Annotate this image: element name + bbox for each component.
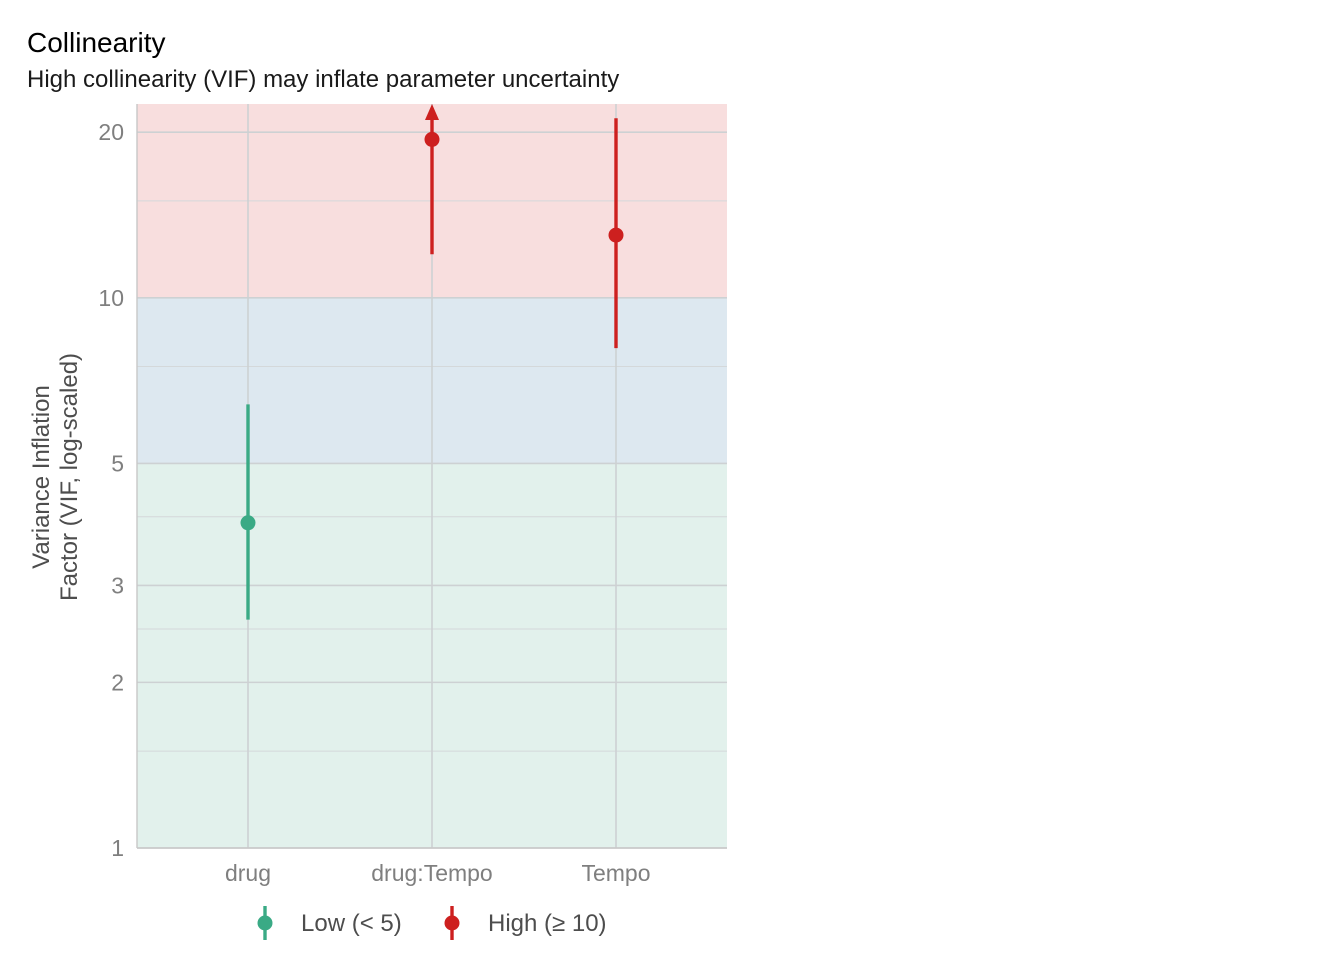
legend-key-point-high (444, 915, 460, 931)
legend-label-low: Low (< 5) (301, 910, 402, 937)
y-tick-labels: 1 2 3 5 10 20 (98, 119, 124, 861)
chart-subtitle: High collinearity (VIF) may inflate para… (27, 66, 619, 93)
y-tick-label: 20 (98, 119, 124, 145)
x-tick-label-tempo: Tempo (581, 860, 650, 886)
y-axis-title-line-2: Factor (VIF, log-scaled) (56, 353, 83, 601)
chart-title: Collinearity (27, 27, 166, 58)
legend-label-high: High (≥ 10) (488, 910, 607, 937)
y-tick-label: 3 (111, 572, 124, 598)
y-tick-label: 2 (111, 669, 124, 695)
axes (136, 104, 727, 849)
x-tick-labels: drug drug:Tempo Tempo (225, 860, 651, 886)
legend-key-point-low (257, 915, 273, 931)
legend: Low (< 5) High (≥ 10) (257, 906, 607, 940)
vif-points (240, 104, 624, 620)
truncation-arrow-drug-tempo (425, 104, 439, 120)
x-tick-label-drug-tempo: drug:Tempo (371, 860, 492, 886)
y-tick-label: 5 (111, 450, 124, 476)
point-tempo (608, 227, 624, 243)
y-tick-label: 1 (111, 835, 124, 861)
y-tick-label: 10 (98, 285, 124, 311)
point-drug-tempo (424, 131, 440, 147)
x-tick-label-drug: drug (225, 860, 271, 886)
point-drug (240, 515, 256, 531)
y-axis-title-line-1: Variance Inflation (28, 385, 55, 569)
